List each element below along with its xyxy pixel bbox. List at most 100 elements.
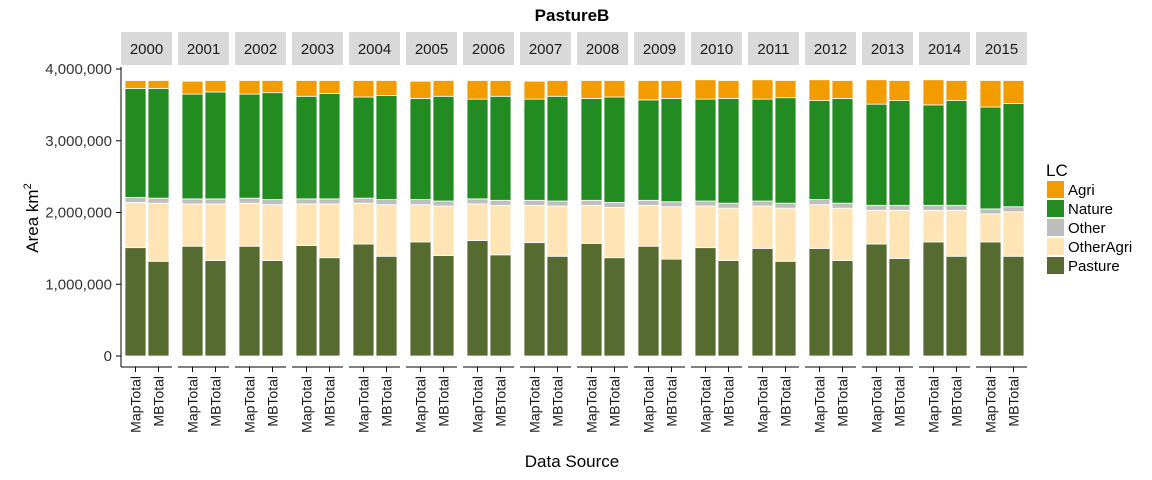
bar-segment-agri [945, 80, 968, 101]
facet-strip [121, 32, 172, 65]
facet-strip [178, 32, 229, 65]
bar-segment-otheragri [238, 202, 261, 247]
bar-segment-nature [831, 98, 854, 204]
bar-segment-agri [717, 80, 740, 99]
bar-segment-other [546, 200, 569, 207]
bar-segment-otheragri [261, 204, 284, 261]
x-tick-label: MBTotal [1006, 376, 1022, 427]
bar-segment-other [147, 197, 170, 204]
facet-strip [976, 32, 1027, 65]
bar-segment-nature [181, 93, 204, 200]
bar-segment-agri [660, 80, 683, 99]
bar-segment-otheragri [375, 204, 398, 257]
bar-segment-other [124, 197, 147, 203]
bar-segment-agri [147, 80, 170, 89]
bar-segment-pasture [808, 247, 831, 357]
chart-title: PastureB [535, 6, 610, 25]
bar-segment-nature [717, 98, 740, 204]
bar-segment-nature [865, 103, 888, 206]
bar-segment-otheragri [637, 204, 660, 247]
bar-segment-pasture [979, 241, 1002, 357]
bar-segment-nature [888, 100, 911, 206]
bar-segment-nature [603, 96, 626, 203]
legend-title: LC [1046, 161, 1068, 180]
bar-segment-agri [318, 80, 341, 94]
bar-segment-pasture [261, 260, 284, 357]
bar-segment-other [717, 202, 740, 209]
bar-segment-other [580, 199, 603, 206]
facet-strip-label: 2010 [700, 41, 733, 58]
bar-segment-nature [375, 95, 398, 200]
x-tick-label: MBTotal [721, 376, 737, 427]
bar-segment-pasture [660, 258, 683, 357]
legend-swatch-otheragri [1047, 238, 1064, 255]
bar-segment-pasture [124, 247, 147, 357]
x-tick-label: MBTotal [949, 376, 965, 427]
facet-strip-label: 2006 [472, 41, 505, 58]
bar-segment-nature [318, 92, 341, 200]
bar-segment-pasture [603, 257, 626, 357]
facet-strip-label: 2004 [358, 41, 391, 58]
bar-segment-agri [375, 80, 398, 96]
x-axis-title: Data Source [525, 452, 620, 471]
bar-segment-pasture [637, 245, 660, 357]
bar-segment-nature [409, 98, 432, 200]
x-tick-label: MBTotal [664, 376, 680, 427]
bar-segment-agri [774, 80, 797, 99]
bar-segment-agri [432, 80, 455, 97]
bar-segment-pasture [432, 255, 455, 357]
facet-strip [292, 32, 343, 65]
y-axis: 0 1,000,000 2,000,000 3,000,000 4,000,000 [45, 61, 122, 367]
bar-segment-agri [204, 80, 227, 93]
bar-segment-nature [1002, 103, 1025, 208]
legend-swatch-agri [1047, 181, 1064, 198]
bar-segment-otheragri [808, 204, 831, 249]
x-tick-label: MBTotal [892, 376, 908, 427]
bar-segment-nature [979, 106, 1002, 210]
legend-label-other: Other [1068, 220, 1106, 237]
bar-segment-pasture [831, 260, 854, 357]
bar-segment-agri [238, 80, 261, 95]
bar-segment-nature [580, 98, 603, 201]
bar-segment-otheragri [1002, 211, 1025, 257]
bar-segment-agri [888, 80, 911, 101]
facet-strip-label: 2008 [586, 41, 619, 58]
bar-segment-otheragri [580, 204, 603, 244]
facet-strip-label: 2005 [415, 41, 448, 58]
x-tick-label: MBTotal [265, 376, 281, 427]
x-tick-label: MapTotal [413, 376, 429, 433]
bar-segment-nature [694, 98, 717, 202]
bar-segment-other [352, 197, 375, 204]
bar-segment-otheragri [945, 209, 968, 257]
y-tick-label: 4,000,000 [45, 61, 112, 78]
x-axis: MapTotal MBTotal MapTotal MBTotal MapTotal MB… [121, 366, 1027, 433]
bar-segment-other [774, 202, 797, 209]
bar-segment-other [466, 198, 489, 205]
bar-segment-otheragri [751, 205, 774, 249]
bar-segment-agri [694, 79, 717, 100]
bar-segment-agri [865, 79, 888, 105]
bar-segment-otheragri [831, 207, 854, 261]
x-tick-label: MapTotal [527, 376, 543, 433]
x-tick-label: MBTotal [835, 376, 851, 427]
bar-segment-otheragri [922, 209, 945, 243]
bar-segment-pasture [865, 243, 888, 357]
bar-segment-nature [466, 98, 489, 200]
bar-segment-otheragri [204, 203, 227, 261]
bar-segment-nature [637, 99, 660, 201]
facet-strips: 2000 2001 2002 2003 2004 2005 2006 2007 2008 2009… [121, 32, 1027, 65]
x-tick-label: MBTotal [151, 376, 167, 427]
facet-strip-label: 2013 [871, 41, 904, 58]
bar-segment-agri [261, 80, 284, 94]
bar-segment-other [523, 199, 546, 206]
bar-segment-other [660, 201, 683, 208]
bar-segment-other [637, 199, 660, 206]
facet-strip [463, 32, 514, 65]
x-tick-label: MapTotal [926, 376, 942, 433]
facet-strip [349, 32, 400, 65]
bar-segment-pasture [295, 245, 318, 357]
bar-segment-nature [660, 98, 683, 203]
facet-strip [406, 32, 457, 65]
bar-segment-otheragri [523, 204, 546, 244]
